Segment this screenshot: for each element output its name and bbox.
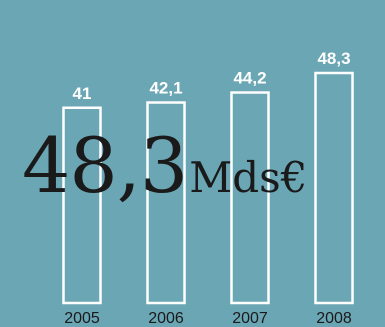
value-label-2008: 48,3 <box>317 49 350 68</box>
value-label-2005: 41 <box>73 84 92 103</box>
headline-unit: Mds€ <box>189 153 308 202</box>
headline: 48,3Mds€ <box>22 128 307 204</box>
bar-2007 <box>230 91 270 305</box>
bar-2006 <box>146 101 186 305</box>
year-label-2005: 2005 <box>64 310 100 327</box>
value-label-2006: 42,1 <box>149 79 182 98</box>
year-label-2008: 2008 <box>316 310 352 327</box>
bar-2005 <box>62 106 102 305</box>
year-label-2007: 2007 <box>232 310 268 327</box>
headline-number: 48,3 <box>22 121 188 210</box>
bar-2008 <box>314 71 354 305</box>
value-label-2007: 44,2 <box>233 69 266 88</box>
year-label-2006: 2006 <box>148 310 184 327</box>
